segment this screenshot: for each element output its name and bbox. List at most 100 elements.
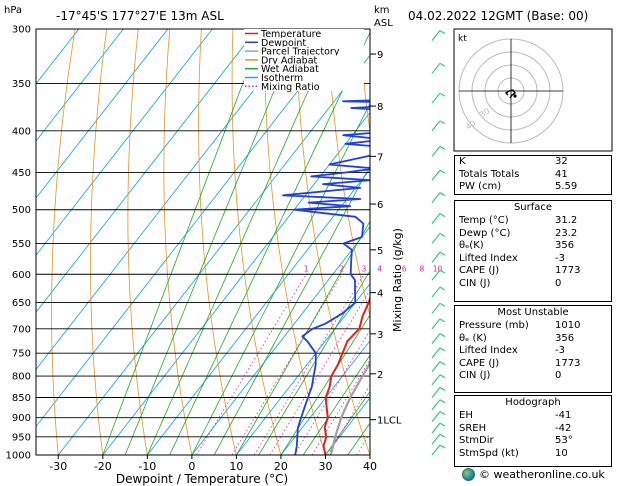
surface-value: 31.2 [555,215,578,226]
profile-temperature [322,294,370,455]
isotherm-line [102,111,370,455]
surface-label: CIN (J) [459,277,491,289]
pressure-tick-label: 900 [12,413,31,424]
surface-label: Dewp (°C) [459,227,511,239]
wind-barb [431,333,441,344]
index-value: 41 [555,168,568,180]
wind-barb [431,374,441,386]
surface-box: Surface Temp (°C) 31.2 Dewp (°C) 23.2 θₑ(K… [454,200,612,302]
index-row-k: K 32 [455,156,611,169]
pressure-tick-label: 700 [12,324,31,335]
wind-barb-flag [439,387,446,391]
surface-row: Lifted Index -3 [455,253,611,266]
pressure-tick-label: 500 [12,205,31,216]
index-label: PW (cm) [459,181,502,193]
wind-barb [431,120,441,132]
km-tick-label: 6 [377,200,383,211]
surface-row: Temp (°C) 31.2 [455,215,611,228]
index-value: 32 [555,156,568,167]
mu-value: 1773 [555,357,581,369]
hodograph: kt 40 30 [453,28,613,152]
pressure-tick-label: 950 [12,432,31,443]
pressure-tick-label: 550 [12,239,31,250]
wind-barb [431,347,441,359]
mu-value: 0 [555,370,562,382]
wind-barb-flag [439,62,446,67]
isotherm-line [36,29,169,199]
mu-value: 356 [555,332,575,344]
hodo-value: 53° [555,435,573,447]
legend-entry: Isotherm [261,73,303,84]
pressure-tick-label: 450 [12,168,31,179]
hodo-label: EH [459,410,473,421]
mixing-ratio-line [327,384,370,455]
dry-adiabat-line [612,29,629,455]
wind-barb [431,286,441,298]
legend-bg [244,46,364,56]
mu-label: CIN (J) [459,370,491,382]
mixing-ratio-label: 3 [362,264,367,273]
credit-text[interactable]: © weatheronline.co.uk [479,468,605,481]
pressure-tick-label: 600 [12,270,31,281]
legend-entry: Mixing Ratio [261,82,320,93]
legend-entry: Dry Adiabat [261,55,318,66]
mu-label: Lifted Index [459,345,518,357]
legend-entry: Parcel Trajectory [261,47,340,58]
index-row-pw: PW (cm) 5.59 [455,181,611,194]
most-unstable-row: CIN (J) 0 [455,370,611,383]
surface-value: 1773 [555,265,581,277]
wind-barb [431,169,441,181]
x-tick-label: 10 [229,460,243,473]
hodo-value: -42 [555,422,572,434]
mixing-ratio-line [231,274,343,455]
wind-barb [431,399,441,411]
wind-barb [431,302,441,314]
wind-barb [431,30,441,41]
mixing-ratio-line [293,329,370,455]
wind-barb [431,233,441,244]
isotherm-line [236,282,370,455]
wind-barb-flag [439,213,446,218]
hodograph-row: StmSpd (kt) 10 [455,448,611,461]
hodo-value: -41 [555,410,572,421]
hodograph-frame [453,28,613,152]
wind-barb-flag [439,30,446,35]
dry-adiabat-line [163,29,193,455]
wind-barb-flag [439,192,446,197]
mu-label: Pressure (mb) [459,320,529,331]
wind-barb [431,269,441,281]
pressure-tick-label: 800 [12,372,31,383]
mu-value: 1010 [555,320,581,331]
most-unstable-row: CAPE (J) 1773 [455,358,611,371]
wind-barb-flag [439,411,446,416]
wind-barb-flag [439,286,446,291]
surface-label: Temp (°C) [459,215,509,226]
dry-adiabat-line [358,29,370,135]
isotherm-line [36,29,302,371]
pressure-tick-label: 350 [12,79,31,90]
wet-adiabat-line [280,314,370,455]
hodo-label: StmDir [459,435,494,447]
wind-barb [431,411,441,422]
mixing-ratio-axis-label: Mixing Ratio (g/kg) [391,228,404,332]
hodograph-row: EH -41 [455,410,611,423]
isotherm-line [36,29,124,142]
km-unit-label: km [374,5,390,16]
pressure-tick-label: 650 [12,298,31,309]
location-title: -17°45'S 177°27'E 13m ASL [56,9,224,23]
x-axis-label: Dewpoint / Temperature (°C) [116,472,288,486]
hodo-label: StmSpd (kt) [459,447,519,459]
wind-barb-flag [439,444,446,449]
index-label: K [459,156,466,167]
profile-parcel-trajectory [329,361,370,455]
wind-barb-flag [439,169,446,174]
most-unstable-title: Most Unstable [497,307,569,318]
legend-bg [244,29,364,38]
index-row-tt: Totals Totals 41 [455,169,611,182]
surface-row: θₑ(K) 356 [455,240,611,253]
x-tick-label: 0 [188,460,195,473]
mu-label: CAPE (J) [459,357,500,369]
wind-barb-flag [439,269,446,274]
